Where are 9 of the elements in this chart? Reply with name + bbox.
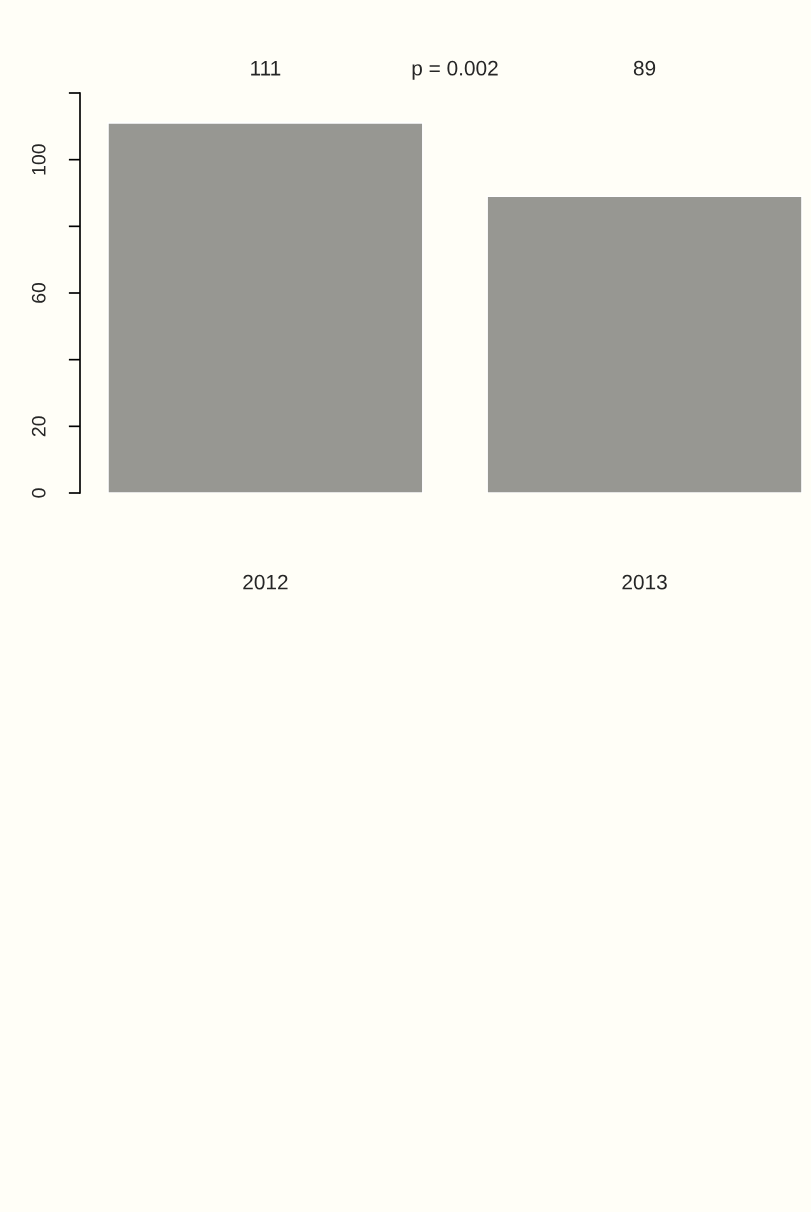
y-tick-label: 20 xyxy=(31,416,46,437)
text: p = 0.002 xyxy=(412,60,498,80)
y-tick-label: 100 xyxy=(31,144,46,175)
y-tick-label: 60 xyxy=(31,282,46,303)
x-tick-label: 2013 xyxy=(622,574,667,590)
text: 89 xyxy=(633,60,656,76)
y-tick-label: 0 xyxy=(31,488,46,498)
text: 111 xyxy=(251,61,281,76)
x-tick-label: 2012 xyxy=(243,574,288,590)
